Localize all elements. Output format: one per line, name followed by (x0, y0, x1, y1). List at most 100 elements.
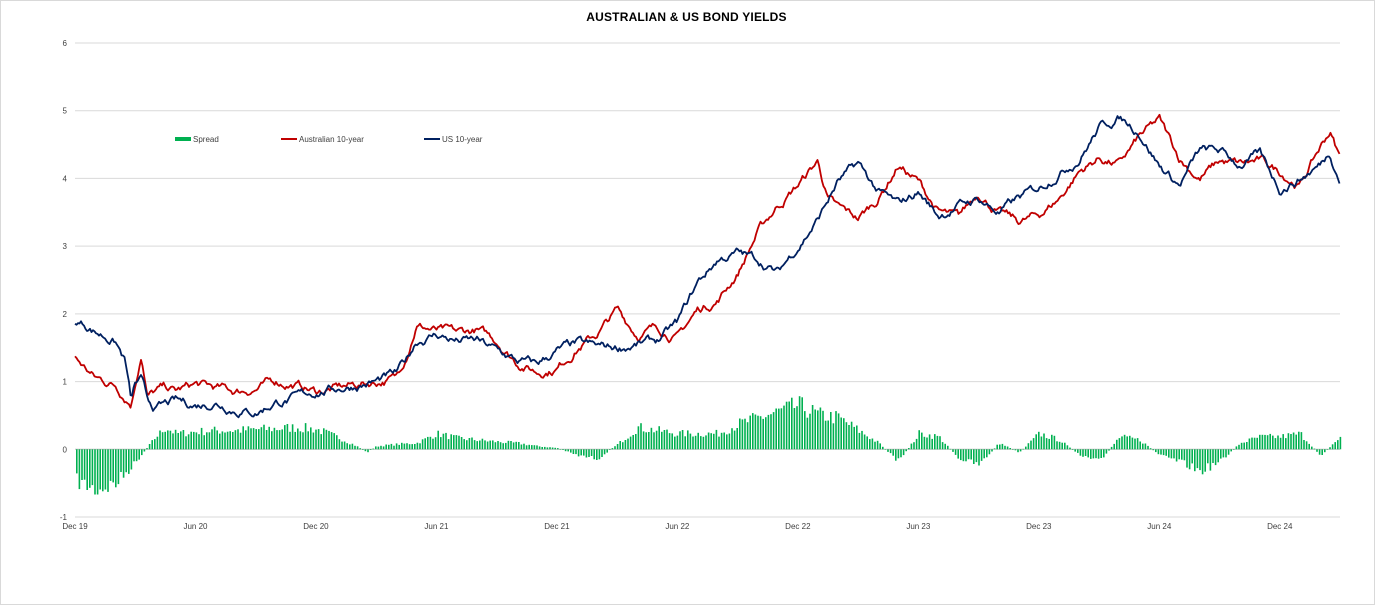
spread-bar (980, 449, 983, 461)
spread-bar (1318, 449, 1321, 455)
spread-bar (1253, 437, 1256, 450)
spread-bar (590, 449, 593, 456)
spread-bar (226, 431, 229, 450)
spread-bar (531, 445, 533, 450)
spread-bar (858, 432, 861, 450)
spread-bar (286, 424, 289, 450)
chart-title: AUSTRALIAN & US BOND YIELDS (586, 10, 787, 24)
spread-bar (1305, 441, 1308, 450)
spread-bar (219, 433, 221, 450)
spread-bar (1147, 445, 1149, 450)
spread-bar (908, 448, 910, 450)
spread-bar (611, 448, 614, 450)
spread-bar (78, 449, 81, 490)
spread-bar (463, 439, 465, 450)
spread-bar (746, 422, 749, 450)
spread-bar (1285, 438, 1287, 450)
spread-bar (551, 447, 554, 450)
spread-bar (562, 449, 564, 450)
spread-bar (260, 427, 263, 450)
spread-bar (679, 431, 681, 450)
spread-bar (388, 444, 390, 450)
spread-bar (564, 449, 567, 452)
y-tick-label: 0 (63, 445, 68, 454)
spread-bar (1230, 449, 1232, 452)
spread-bar (801, 397, 803, 450)
spread-bar (367, 449, 369, 453)
spread-bar (861, 430, 863, 450)
y-tick-label: 1 (63, 378, 68, 387)
spread-bar (689, 433, 692, 450)
spread-bar (102, 449, 104, 492)
spread-bar (884, 449, 887, 450)
spread-bar (1006, 446, 1009, 450)
spread-bar (718, 436, 720, 450)
spread-bar (211, 429, 213, 450)
spread-bar (427, 436, 429, 450)
spread-bar (637, 426, 640, 450)
spread-bar (817, 410, 819, 450)
spread-bar (728, 433, 731, 450)
spread-bar (1043, 433, 1045, 450)
spread-bar (733, 430, 736, 450)
spread-bar (614, 446, 616, 450)
spread-bar (458, 435, 460, 450)
spread-bar (541, 447, 543, 450)
spread-bar (343, 441, 346, 450)
spread-bar (1097, 449, 1100, 459)
spread-bar (273, 427, 276, 450)
australian-10-year-line (74, 113, 1341, 409)
spread-bar (720, 432, 723, 450)
spread-bar (900, 449, 902, 458)
spread-bar (385, 444, 387, 450)
spread-bar (739, 418, 741, 450)
spread-bar (346, 443, 348, 450)
spread-bar (1009, 448, 1011, 450)
spread-bar (1157, 449, 1160, 455)
spread-bar (1014, 449, 1017, 451)
spread-bar (536, 445, 538, 450)
spread-bar (1188, 449, 1191, 470)
spread-bar (1191, 449, 1193, 464)
spread-bar (798, 396, 801, 450)
spread-bar (1238, 444, 1240, 450)
spread-bar (1269, 433, 1271, 450)
spread-bar (505, 442, 507, 450)
spread-bar (494, 442, 497, 450)
y-tick-label: 4 (63, 174, 68, 183)
spread-bar (263, 424, 265, 450)
spread-bar (975, 449, 978, 463)
spread-bar (492, 440, 494, 450)
spread-bar (174, 429, 177, 450)
spread-bar (772, 412, 775, 450)
spread-bar (187, 434, 190, 450)
spread-bar (1207, 449, 1209, 464)
spread-bar (1240, 442, 1243, 450)
spread-bar (619, 441, 621, 450)
spread-bar (156, 436, 159, 450)
spread-bar (544, 446, 546, 450)
spread-bar (996, 444, 998, 450)
spread-bar (762, 418, 764, 450)
spread-bar (1201, 449, 1204, 475)
spread-bar (918, 430, 920, 450)
spread-bar (684, 436, 686, 450)
legend-swatch-spread (175, 137, 191, 141)
spread-bar (1045, 438, 1048, 450)
spread-bar (1287, 433, 1290, 450)
spread-bar (970, 449, 972, 460)
spread-bar (419, 443, 421, 450)
spread-bar (416, 442, 419, 450)
spread-bar (167, 430, 169, 450)
spread-bar (232, 432, 234, 450)
spread-bar (359, 448, 361, 450)
spread-bar (707, 432, 710, 450)
spread-bar (510, 441, 512, 450)
spread-bar (1214, 449, 1217, 466)
spread-bar (268, 426, 270, 450)
spread-bar (702, 436, 705, 450)
spread-bar (1069, 447, 1071, 450)
spread-bar (499, 442, 502, 450)
spread-bar (791, 397, 793, 450)
spread-bar (255, 429, 257, 450)
